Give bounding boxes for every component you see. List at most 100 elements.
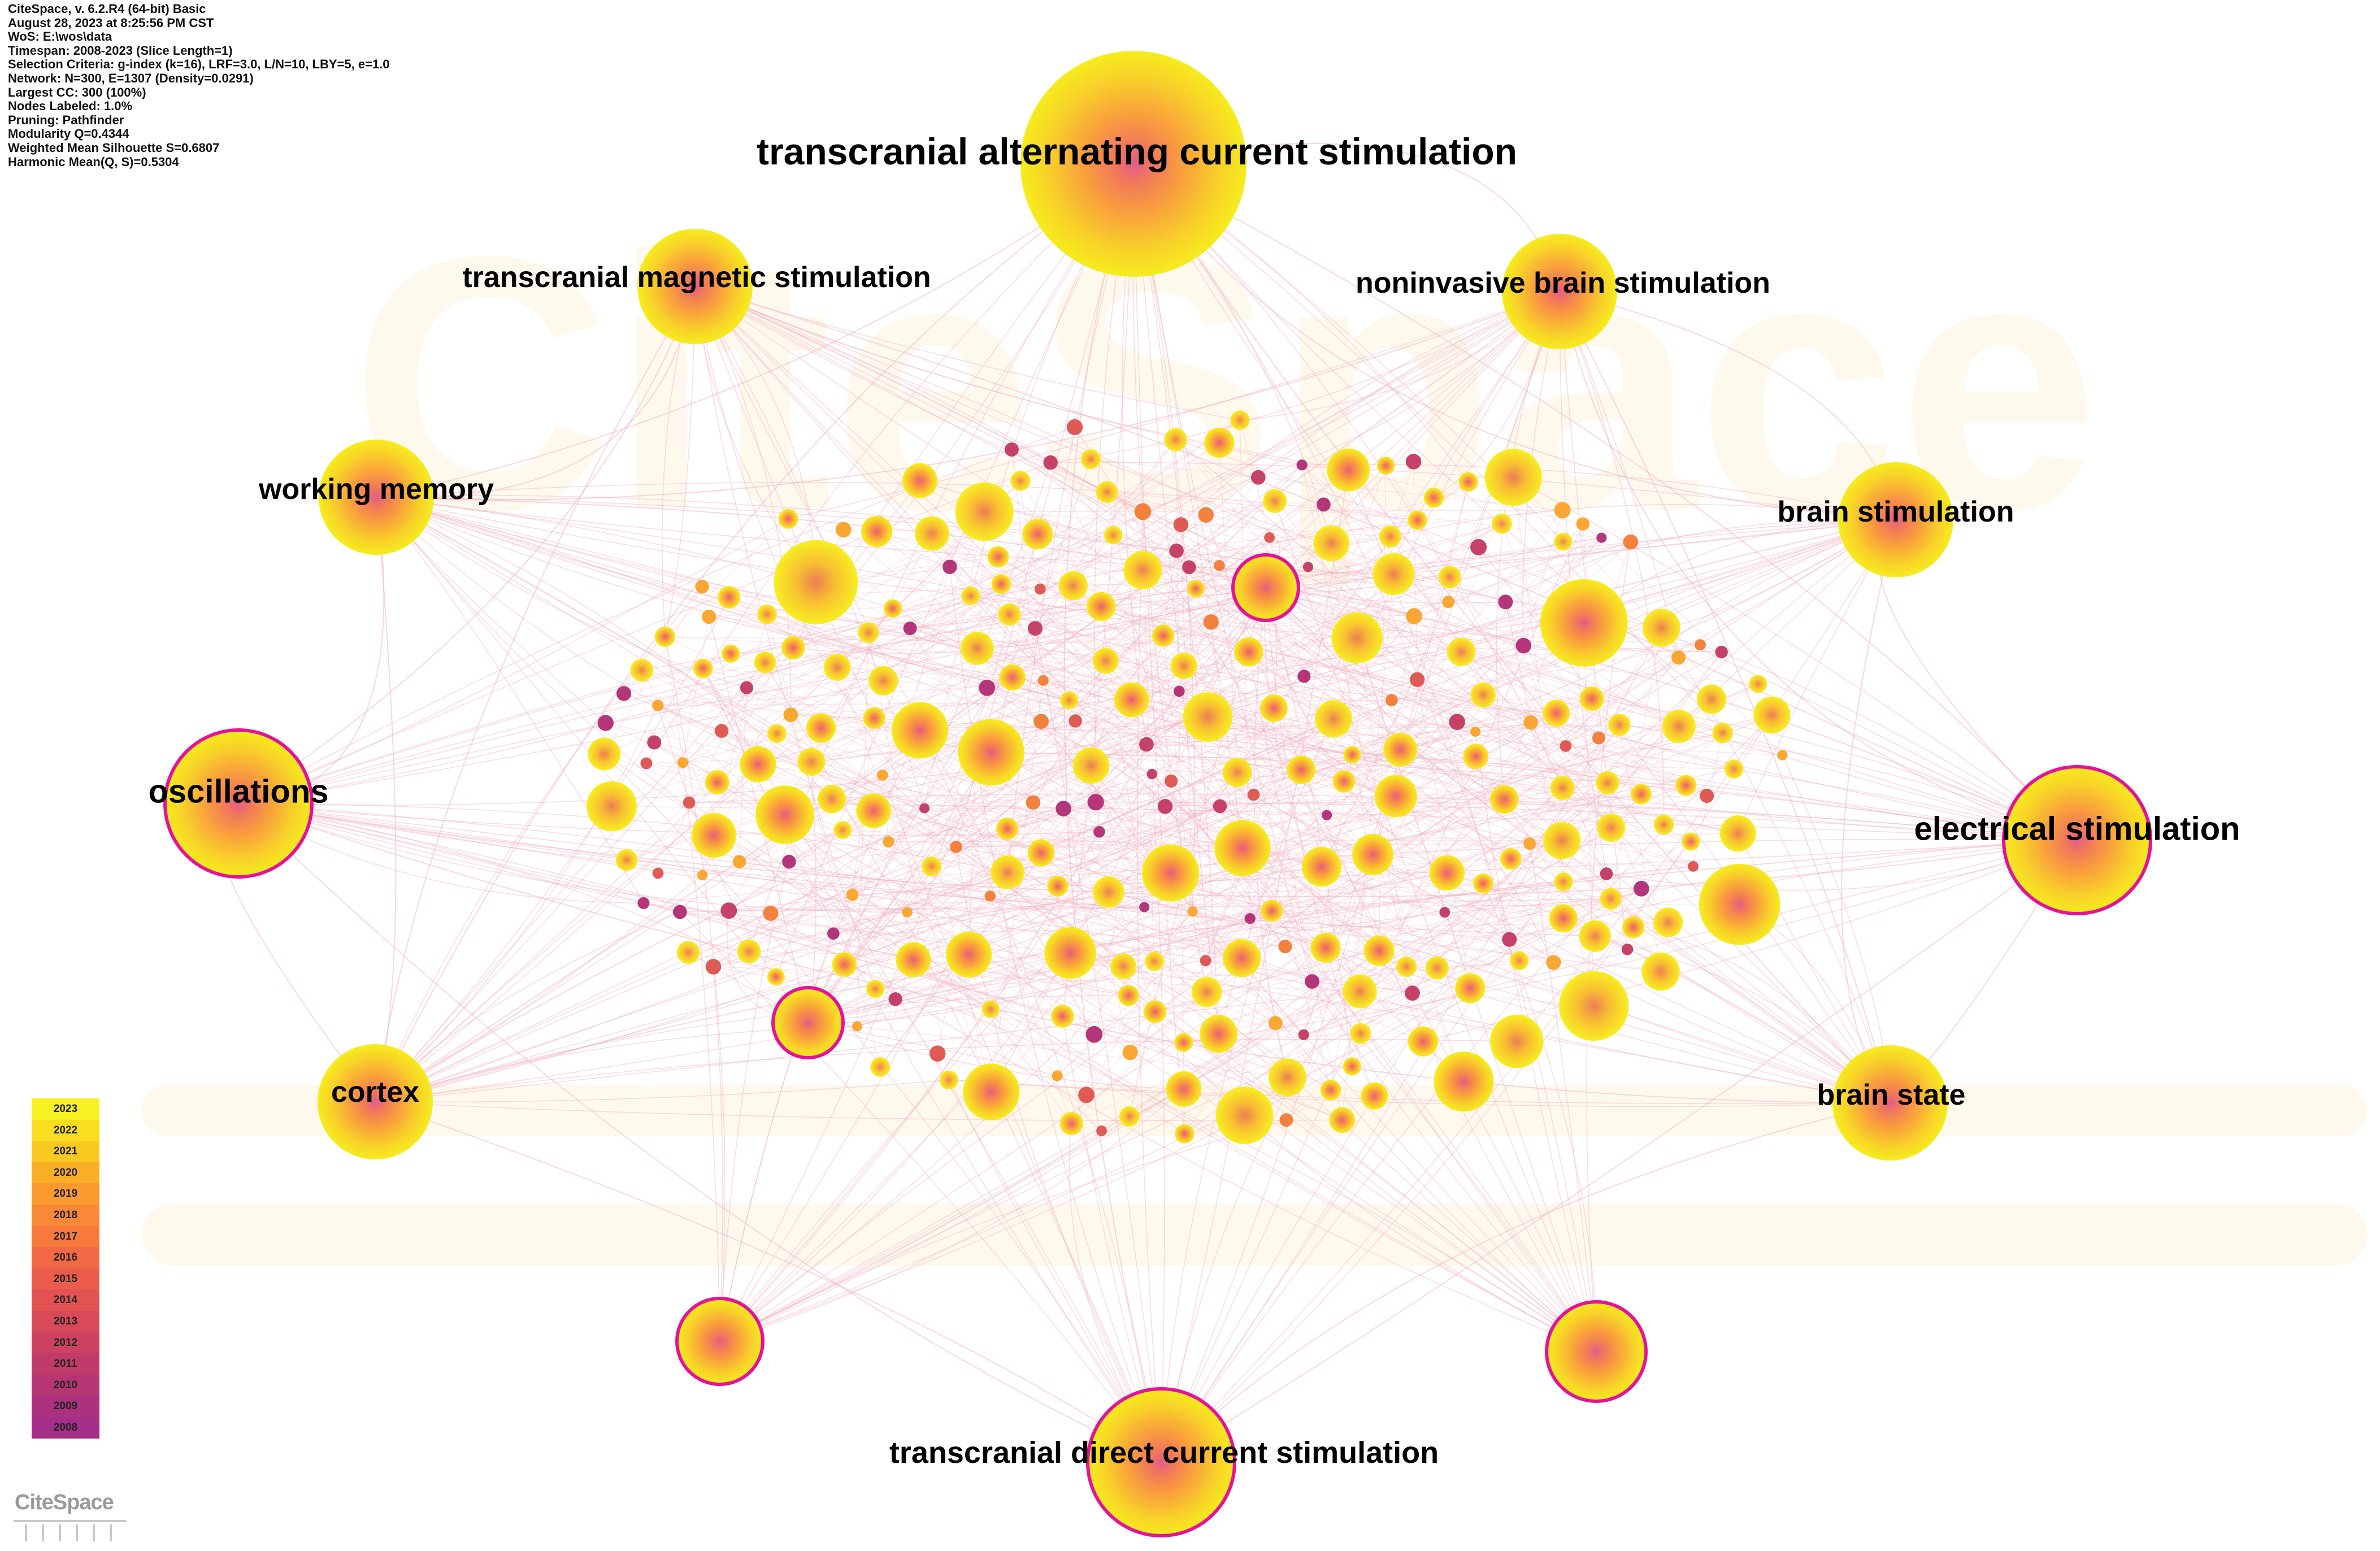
legend-year-2009: 2009 — [32, 1396, 99, 1417]
network-edge — [721, 731, 949, 1080]
keyword-node — [1523, 837, 1536, 850]
network-edge — [1239, 420, 1305, 677]
network-edge — [1513, 477, 1564, 882]
keyword-node — [677, 757, 689, 768]
legend-year-2022: 2022 — [32, 1119, 99, 1141]
keyword-node — [1576, 517, 1590, 531]
keyword-node — [903, 622, 917, 635]
keyword-node — [1500, 848, 1522, 870]
keyword-node — [832, 952, 857, 977]
network-edge — [1414, 615, 1679, 727]
network-edge — [1161, 651, 1722, 1463]
network-edge — [1037, 533, 1562, 841]
network-edge — [1133, 163, 1185, 1134]
network-edge — [1559, 291, 1665, 825]
keyword-node — [1596, 771, 1619, 795]
network-edge — [991, 751, 2078, 841]
keyword-node-electrical-stimulation — [2002, 765, 2152, 915]
keyword-node — [1410, 672, 1425, 687]
legend-year-2013: 2013 — [32, 1310, 99, 1332]
network-edge — [1331, 543, 1596, 937]
keyword-node — [876, 769, 888, 781]
keyword-node — [1374, 775, 1417, 818]
network-edge — [688, 806, 1221, 953]
network-edge — [767, 614, 1476, 732]
network-edge — [1285, 731, 1476, 1120]
network-edge — [1183, 840, 2078, 1043]
network-edge — [1041, 523, 1502, 853]
network-edge — [1341, 651, 1722, 1120]
keyword-node — [852, 1021, 863, 1032]
keyword-node — [1047, 875, 1069, 897]
keyword-node — [858, 622, 879, 644]
info-line: Nodes Labeled: 1.0% — [8, 99, 133, 114]
network-edge — [1390, 503, 1896, 537]
network-edge — [643, 902, 1891, 1103]
keyword-node — [981, 1000, 1000, 1018]
network-edge — [770, 782, 1608, 914]
keyword-label: brain state — [1817, 1079, 1966, 1111]
keyword-node — [1715, 645, 1728, 659]
network-edge — [719, 772, 1238, 1342]
keyword-node — [1059, 1112, 1083, 1136]
network-edge — [1165, 801, 2078, 841]
keyword-node — [705, 770, 729, 795]
network-edge — [1607, 714, 1773, 784]
network-edge — [807, 898, 1611, 1023]
network-edge — [888, 841, 1693, 867]
network-edge — [238, 803, 1242, 959]
network-edge — [1360, 699, 1712, 1034]
network-edge — [604, 524, 1182, 755]
network-edge — [375, 537, 1602, 1102]
info-line: Modularity Q=0.4344 — [8, 127, 129, 141]
network-edge — [238, 803, 1100, 836]
keyword-node — [1214, 820, 1271, 876]
keyword-label: transcranial alternating current stimula… — [757, 131, 1517, 172]
network-edge — [709, 616, 1304, 677]
network-edge — [1069, 524, 1182, 701]
network-edge — [708, 616, 809, 1023]
network-edge — [784, 814, 1517, 1042]
network-edge — [844, 964, 1597, 1352]
keyword-node — [1560, 740, 1572, 752]
keyword-node — [1134, 503, 1152, 520]
network-edge — [657, 705, 809, 1023]
keyword-node — [1600, 888, 1622, 910]
network-edge — [1208, 716, 1738, 834]
network-edge — [1250, 866, 1693, 919]
network-edge — [623, 662, 766, 694]
network-edge — [376, 497, 1153, 775]
network-edge — [702, 586, 1041, 722]
keyword-node — [1310, 932, 1341, 963]
burst-keyword-node — [1231, 553, 1300, 622]
keyword-node — [1261, 900, 1283, 922]
keyword-node — [929, 1045, 946, 1062]
network-edge — [1142, 511, 1209, 718]
network-edge — [1513, 477, 2078, 841]
keyword-node — [835, 522, 852, 538]
network-edge — [1192, 731, 1476, 912]
network-edge — [991, 751, 1891, 1103]
keyword-node — [1753, 696, 1791, 733]
keyword-node — [1093, 876, 1124, 908]
keyword-node — [1287, 755, 1316, 784]
network-edge — [876, 531, 978, 649]
network-edge — [1241, 770, 1302, 958]
keyword-node — [1343, 974, 1377, 1009]
network-edge — [770, 913, 1285, 947]
network-edge — [833, 866, 1322, 934]
network-edge — [375, 722, 1531, 1102]
network-edge — [1301, 769, 1693, 867]
network-edge — [375, 705, 658, 1102]
network-edge — [758, 764, 1243, 849]
network-edge — [1400, 541, 1631, 750]
network-edge — [956, 846, 1661, 972]
network-edge — [375, 286, 696, 1102]
network-edge — [919, 730, 1162, 1463]
keyword-node — [647, 735, 662, 750]
network-edge — [770, 913, 1304, 1035]
network-edge — [1301, 464, 1566, 746]
network-edge — [728, 906, 1145, 911]
keyword-node — [1777, 750, 1788, 761]
